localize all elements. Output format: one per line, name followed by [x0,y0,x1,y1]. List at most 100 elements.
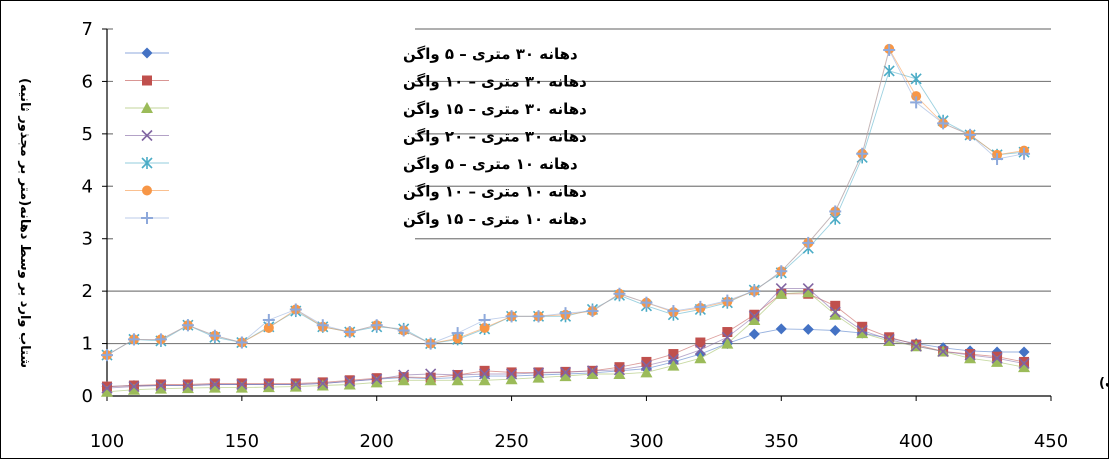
data-point [694,352,707,364]
legend-item: دهانه ۳۰ متری – ۱۵ واگن [125,100,587,118]
data-point [883,64,895,77]
data-point [586,365,599,377]
data-point [721,331,733,343]
legend-marker [141,102,153,113]
data-point [208,329,221,342]
legend-label: دهانه ۱۰ متری – ۱۰ واگن [403,183,587,201]
data-point [829,308,842,320]
data-point [262,313,275,326]
data-point [370,319,383,332]
data-point [127,383,140,395]
data-point [991,352,1003,364]
x-axis-label: سرعت (کیلومتر بر ساعت) [1099,376,1108,391]
data-point [451,374,464,386]
y-axis-label: شتاب وارد بر وسط دهانه(متر بر مجذور ثانی… [17,78,32,368]
legend-item: دهانه ۳۰ متری – ۲۰ واگن [125,128,587,146]
data-point [316,319,329,332]
legend-marker [141,47,153,59]
data-point [479,368,491,380]
data-point [559,370,572,382]
data-point [802,323,814,335]
data-point [964,352,977,364]
data-point [991,153,1004,166]
data-point [856,327,869,339]
data-point [910,72,922,85]
data-point [478,313,491,326]
data-point [128,380,140,393]
series-4 [101,282,1030,394]
data-point [937,345,949,358]
legend-marker [141,129,153,142]
legend-marker [142,75,152,86]
data-point [371,373,383,385]
x-tick-label: 200 [360,431,394,452]
x-tick-label: 150 [225,431,259,452]
y-tick-label: 5 [82,124,93,145]
data-point [317,377,329,389]
data-point [370,376,383,388]
data-point [937,117,950,130]
data-point [748,310,760,322]
legend-marker [141,157,153,169]
data-point [748,313,761,325]
x-tick-label: 300 [629,431,663,452]
data-point [802,282,814,295]
data-point [425,368,437,380]
data-point [398,369,410,381]
data-point [910,340,922,352]
y-tick-label: 7 [82,19,93,40]
data-point [883,43,896,56]
data-point [721,294,734,307]
data-point [101,382,113,394]
data-point [1018,147,1031,160]
data-point [452,369,464,381]
data-point [748,328,760,340]
data-point [1018,357,1030,370]
data-point [830,300,841,311]
data-point [235,381,248,393]
data-point [208,381,221,393]
legend-label: دهانه ۳۰ متری – ۱۵ واگن [403,100,587,118]
data-point [856,324,868,337]
data-point [289,303,302,316]
data-point [101,385,113,397]
data-point [181,382,194,394]
data-point [910,96,923,109]
data-point [505,373,518,385]
data-point [155,379,167,392]
data-point [613,287,626,300]
data-point [127,333,140,346]
legend-item: دهانه ۱۰ متری – ۱۰ واگن [125,183,587,201]
legend-item: دهانه ۳۰ متری – ۱۰ واگن [125,73,587,91]
data-point [857,321,868,332]
y-tick-label: 2 [82,281,93,302]
data-point [991,355,1004,367]
data-point [154,333,167,346]
data-point [532,367,545,379]
data-point [775,282,787,295]
data-point [911,91,922,102]
data-point [667,359,680,371]
data-point [640,366,653,378]
data-point [397,324,410,337]
data-point [505,310,518,323]
data-point [343,326,356,339]
x-tick-label: 450 [1034,431,1068,452]
legend-marker [142,185,152,196]
data-point [640,360,652,372]
data-point [235,336,248,349]
data-point [343,378,356,390]
y-tick-label: 3 [82,229,93,250]
data-point [614,362,625,373]
data-point [829,324,841,336]
data-point [451,327,464,340]
legend-label: دهانه ۱۰ متری – ۵ واگن [403,155,578,173]
data-point [263,322,274,333]
data-point [775,287,788,299]
data-point [101,349,113,362]
legend-label: دهانه ۱۰ متری – ۱۵ واگن [403,210,587,228]
data-point [559,366,572,378]
data-point [263,378,275,391]
